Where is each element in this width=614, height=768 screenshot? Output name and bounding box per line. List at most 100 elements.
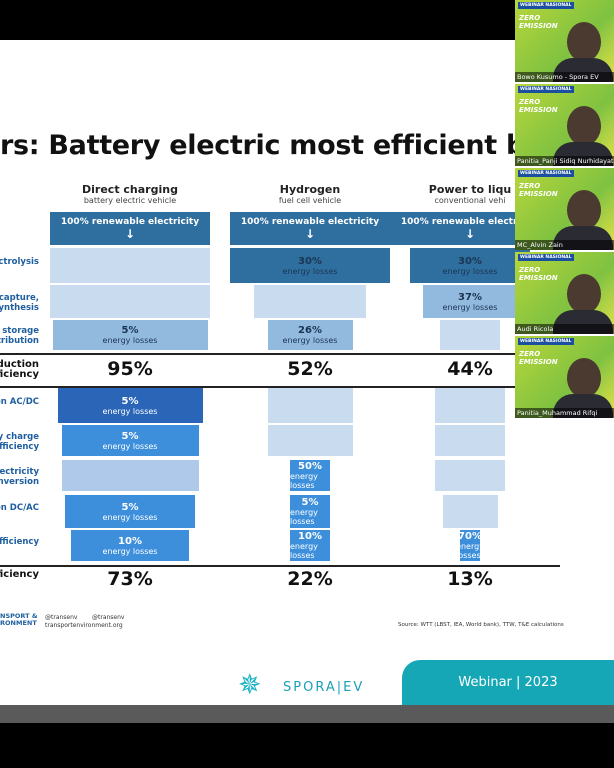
efficiency-bar xyxy=(50,248,210,283)
participant-avatar xyxy=(567,358,601,398)
facebook-handle: @transenv xyxy=(92,614,125,621)
row-label: on AC/DC xyxy=(0,397,39,407)
loss-value: 5% xyxy=(121,501,139,513)
event-text: Webinar | 2023 xyxy=(458,675,558,690)
participant-avatar xyxy=(567,22,601,62)
loss-note: energy losses xyxy=(282,336,338,345)
tile-banner: ZERO EMISSION xyxy=(519,98,558,114)
efficiency-bar: 5% energy losses xyxy=(290,495,330,528)
column-header: Direct charging battery electric vehicle xyxy=(45,183,215,205)
summary-label-line: duction xyxy=(0,359,39,370)
divider xyxy=(0,386,560,388)
loss-note: energy losses xyxy=(282,266,338,276)
tile-banner: ZERO EMISSION xyxy=(519,266,558,282)
participant-avatar xyxy=(567,106,601,146)
efficiency-bar xyxy=(435,460,505,491)
participant-name: Bowo Kusumo - Spora EV xyxy=(515,72,614,82)
source-text: 100% renewable electricity xyxy=(60,217,200,227)
efficiency-bar xyxy=(254,285,366,318)
efficiency-bar: 5% energy losses xyxy=(57,388,203,423)
summary-label-line: fficiency xyxy=(0,569,39,580)
column-subtitle: conventional vehi xyxy=(434,196,506,205)
row-label-line: fficiency xyxy=(0,536,39,547)
efficiency-bar xyxy=(50,285,210,318)
efficiency-bar: 30% energy losses xyxy=(230,248,390,283)
row-label: ctrolysis xyxy=(0,257,39,267)
loss-note: energy losses xyxy=(102,512,158,522)
participant-tile[interactable]: WEBINAR NASIONAL ZERO EMISSION Panitia_Muh… xyxy=(515,336,614,418)
source-text: 100% renewable electricity xyxy=(400,217,540,227)
source-box: 100% renewable electricity ↓ xyxy=(50,212,210,245)
column-name: Direct charging xyxy=(82,183,178,196)
tile-badge: WEBINAR NASIONAL xyxy=(518,86,574,93)
loss-note: energy losses xyxy=(290,472,318,490)
efficiency-bar xyxy=(440,320,500,350)
arrow: ↓ xyxy=(304,227,316,241)
efficiency-value: 52% xyxy=(287,358,333,380)
logo-text: SPORA|EV xyxy=(283,680,365,695)
column-name: Hydrogen xyxy=(279,183,341,196)
efficiency-bar: 10% energy losses xyxy=(71,530,189,561)
participant-name: Panitia_Panji Sidiq Nurhidayat xyxy=(515,156,614,166)
row-label-line: fficiency xyxy=(0,441,39,452)
website: transportenvironment.org xyxy=(45,622,123,629)
loss-note: energy losses xyxy=(102,441,158,451)
loss-note: energy losses xyxy=(102,336,158,345)
loss-value: 26% xyxy=(298,325,322,336)
row-label-line: -capture, xyxy=(0,292,39,303)
participant-tile[interactable]: WEBINAR NASIONAL ZERO EMISSION Panitia_Pan… xyxy=(515,84,614,166)
participant-tile[interactable]: WEBINAR NASIONAL ZERO EMISSION Bowo Kusumo… xyxy=(515,0,614,82)
loss-value: 50% xyxy=(298,461,322,472)
participant-tile[interactable]: WEBINAR NASIONAL ZERO EMISSION Audi Ricola xyxy=(515,252,614,334)
twitter-handle: @transenv xyxy=(45,614,78,621)
efficiency-value: 13% xyxy=(447,568,493,590)
participant-tile[interactable]: WEBINAR NASIONAL ZERO EMISSION MC_Alvin Za… xyxy=(515,168,614,250)
row-label-line: ynthesis xyxy=(0,302,39,313)
source-note: Source: WTT (LBST, IEA, World bank), TTW… xyxy=(398,622,564,628)
row-label-line: ry charge xyxy=(0,431,39,442)
slide: rs: Battery electric most efficient by D… xyxy=(0,40,614,705)
row-label: -capture,ynthesis xyxy=(0,293,39,313)
efficiency-value: 44% xyxy=(447,358,493,380)
efficiency-bar xyxy=(435,388,505,423)
tile-badge: WEBINAR NASIONAL xyxy=(518,338,574,345)
loss-note: energy losses xyxy=(456,542,484,560)
slide-title: rs: Battery electric most efficient by xyxy=(0,130,543,161)
efficiency-bar: 5% energy losses xyxy=(61,425,199,456)
loss-note: energy losses xyxy=(102,406,158,416)
loss-note: energy losses xyxy=(442,266,498,276)
tile-banner: ZERO EMISSION xyxy=(519,350,558,366)
efficiency-value: 73% xyxy=(107,568,153,590)
efficiency-value: 22% xyxy=(287,568,333,590)
loss-value: 5% xyxy=(121,430,139,442)
logo-star: ✵ xyxy=(238,668,262,701)
efficiency-bar: 5% energy losses xyxy=(52,320,208,350)
row-label-line: lectricity xyxy=(0,466,39,477)
loss-value: 37% xyxy=(458,291,482,303)
row-label: on DC/AC xyxy=(0,503,39,513)
participant-avatar xyxy=(567,190,601,230)
column-header: Hydrogen fuel cell vehicle xyxy=(225,183,395,205)
column-subtitle: fuel cell vehicle xyxy=(278,196,342,205)
efficiency-bar xyxy=(435,425,505,456)
loss-note: energy losses xyxy=(442,302,498,312)
column-header: Power to liqu conventional vehi xyxy=(385,183,555,205)
efficiency-bar xyxy=(267,425,353,456)
participant-name: MC_Alvin Zain xyxy=(515,240,614,250)
column-name: Power to liqu xyxy=(428,183,512,196)
efficiency-bar: 26% energy losses xyxy=(267,320,353,350)
event-banner: Webinar | 2023 xyxy=(402,660,614,705)
divider xyxy=(0,565,560,567)
org-name: NSPORT & RONMENT xyxy=(0,613,38,627)
summary-label: ductionfficiency xyxy=(0,360,39,380)
source-text: 100% renewable electricity xyxy=(240,217,380,227)
arrow: ↓ xyxy=(464,227,476,241)
divider xyxy=(0,353,560,355)
row-label: lectricity nversion xyxy=(0,467,39,487)
row-label-line: t, storage xyxy=(0,326,39,336)
loss-value: 30% xyxy=(458,255,482,267)
efficiency-value: 95% xyxy=(107,358,153,380)
